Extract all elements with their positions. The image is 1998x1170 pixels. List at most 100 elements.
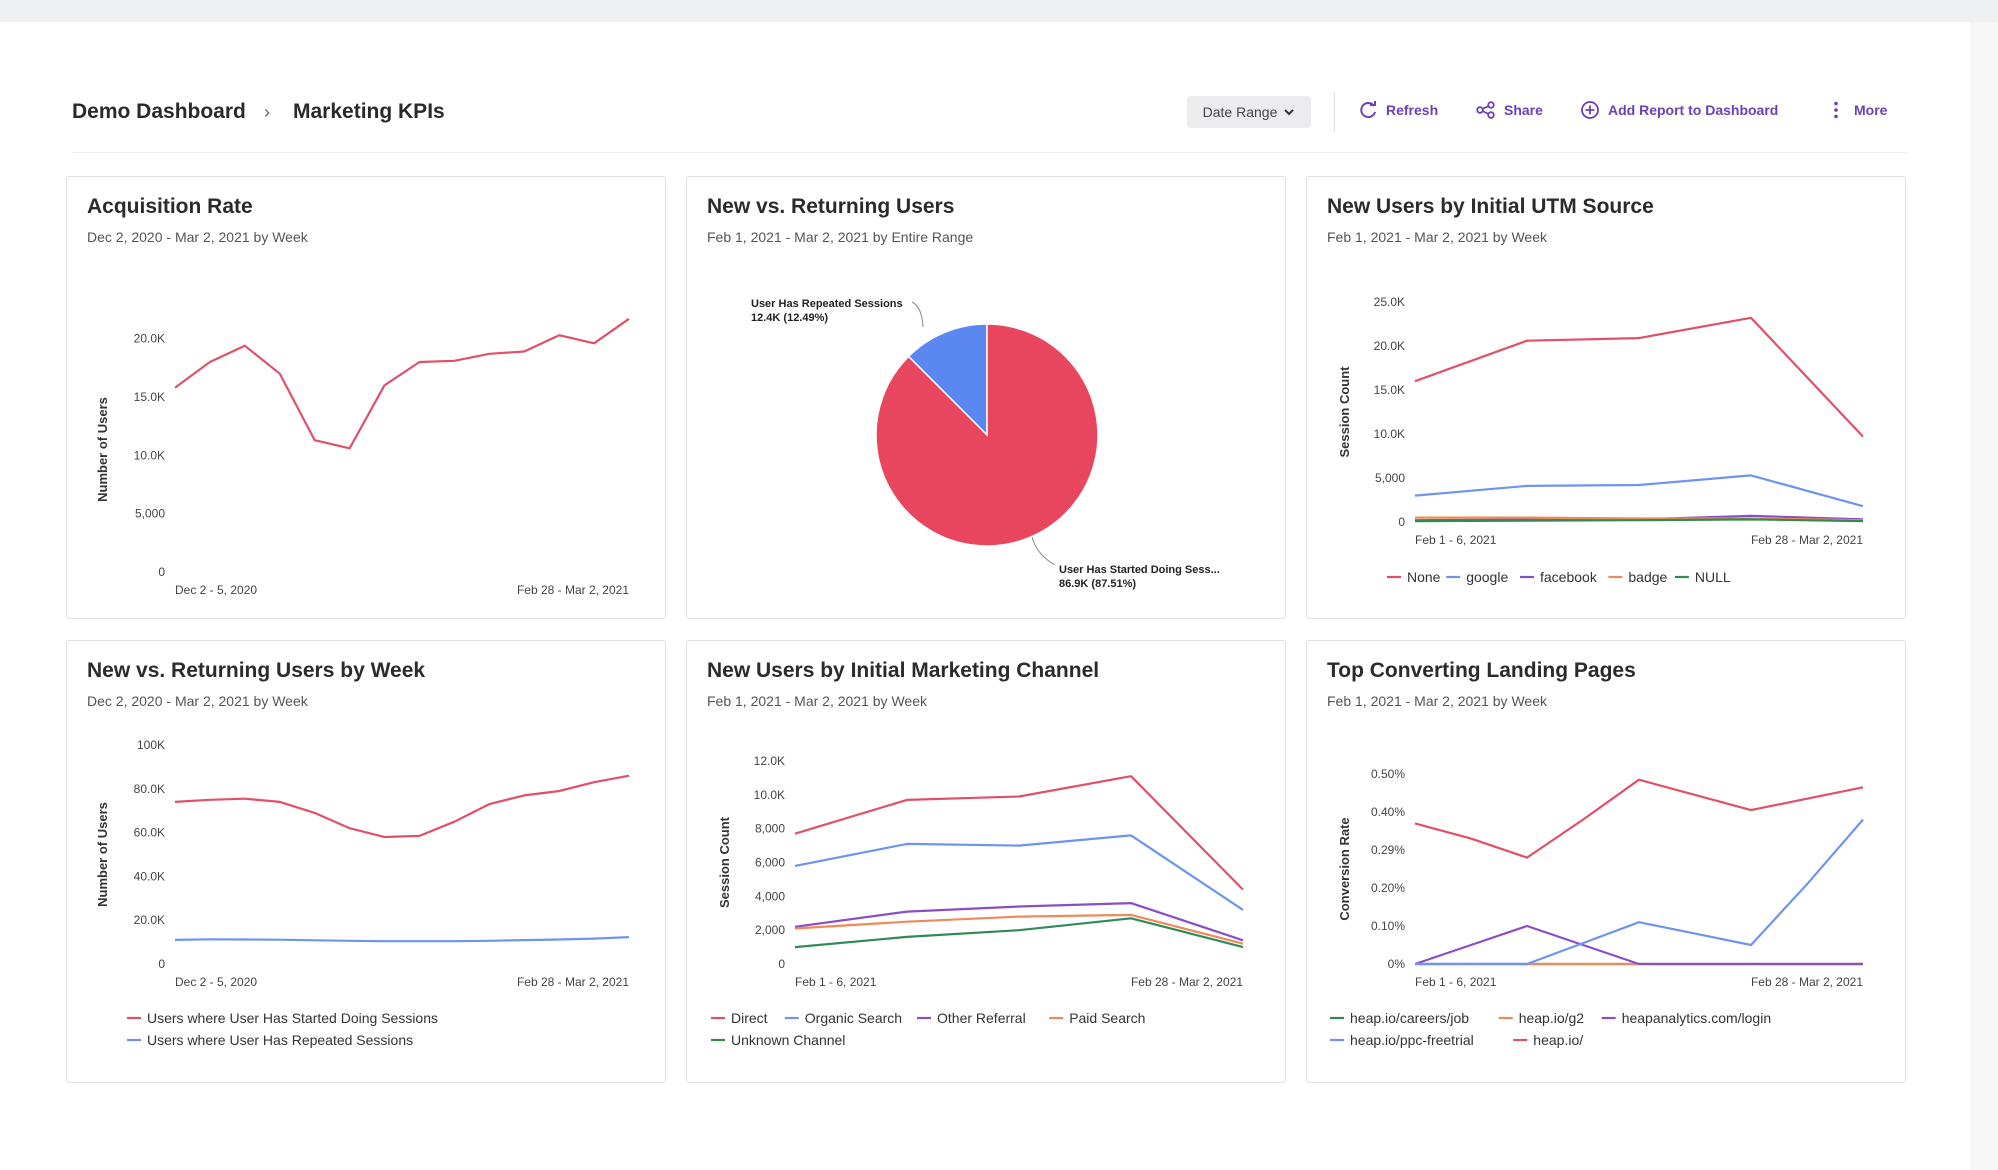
header-divider (72, 152, 1908, 153)
card-subtitle: Dec 2, 2020 - Mar 2, 2021 by Week (87, 229, 308, 245)
page-right-gutter (1970, 22, 1998, 1170)
legend-item-null[interactable]: NULL (1695, 569, 1731, 585)
series-line-heap-io-ppc-freetrial[interactable] (1415, 818, 1864, 966)
legend-item-google[interactable]: google (1466, 569, 1508, 585)
y-tick-label: 6,000 (755, 856, 785, 870)
legend-item-badge[interactable]: badge (1628, 569, 1667, 585)
y-tick-label: 10.0K (1374, 427, 1405, 441)
card-title: New vs. Returning Users (707, 195, 955, 218)
y-tick-label: 12.0K (754, 754, 785, 768)
y-axis-label: Number of Users (95, 802, 110, 907)
pie-value-repeated: 12.4K (12.49%) (751, 312, 828, 324)
acquisition-rate-chart: 0 5,000 10.0K 15.0K 20.0K Number of Users Dec … (95, 317, 630, 597)
y-tick-label: 10.0K (134, 448, 165, 462)
legend-item-paid-search[interactable]: Paid Search (1069, 1010, 1145, 1026)
series-line-null[interactable] (1414, 518, 1864, 523)
card-acquisition-rate[interactable]: Acquisition Rate Dec 2, 2020 - Mar 2, 20… (66, 176, 666, 619)
y-tick-label: 15.0K (1374, 383, 1405, 397)
landing-pages-chart: 0% 0.10% 0.20% 0.29% 0.40% 0.50% Conversion Ra… (1330, 767, 1864, 1048)
legend-item-heap-io[interactable]: heap.io/ (1533, 1032, 1583, 1048)
toolbar-divider (1334, 92, 1335, 132)
more-vertical-icon (1834, 101, 1838, 119)
legend-item-heap-io-careers-job[interactable]: heap.io/careers/job (1350, 1010, 1469, 1026)
card-title: New Users by Initial UTM Source (1327, 195, 1654, 218)
series-line-unknown-channel[interactable] (794, 917, 1244, 949)
legend-item-heap-io-ppc-freetrial[interactable]: heap.io/ppc-freetrial (1350, 1032, 1474, 1048)
y-axis-label: Session Count (1337, 366, 1352, 458)
y-tick-label: 5,000 (1375, 471, 1405, 485)
card-subtitle: Feb 1, 2021 - Mar 2, 2021 by Entire Rang… (707, 229, 974, 245)
y-tick-label: 20.0K (134, 913, 165, 927)
new-vs-returning-pie-chart: User Has Repeated Sessions 12.4K (12.49%… (751, 298, 1220, 590)
legend-item-heap-io-g2[interactable]: heap.io/g2 (1519, 1010, 1585, 1026)
y-axis-label: Number of Users (95, 397, 110, 502)
pie-leader-line (1031, 536, 1056, 566)
series-line-paid-search[interactable] (794, 913, 1244, 945)
date-range-dropdown[interactable]: Date Range (1187, 96, 1311, 128)
share-label: Share (1504, 102, 1543, 118)
legend-item-users-where-user-has-repeated-sessions[interactable]: Users where User Has Repeated Sessions (147, 1032, 413, 1048)
legend-item-facebook[interactable]: facebook (1540, 569, 1598, 585)
more-label: More (1854, 102, 1888, 118)
series-line-heap-io[interactable] (1414, 778, 1864, 859)
legend-item-heapanalytics-com-login[interactable]: heapanalytics.com/login (1622, 1010, 1771, 1026)
series-line-none[interactable] (1414, 316, 1864, 438)
legend-item-users-where-user-has-started-doing-sessions[interactable]: Users where User Has Started Doing Sessi… (147, 1010, 438, 1026)
y-tick-label: 0 (158, 957, 165, 971)
page-title: Marketing KPIs (293, 100, 445, 123)
x-tick-label: Feb 28 - Mar 2, 2021 (1751, 975, 1863, 989)
series-line-users-where-user-has-started-doing-sessions[interactable] (174, 774, 630, 839)
browser-top-strip (0, 0, 1998, 22)
card-subtitle: Feb 1, 2021 - Mar 2, 2021 by Week (1327, 229, 1547, 245)
y-tick-label: 8,000 (755, 822, 785, 836)
series-line-google[interactable] (1414, 474, 1864, 508)
legend-item-none[interactable]: None (1407, 569, 1441, 585)
y-tick-label: 0 (778, 957, 785, 971)
card-new-users-by-marketing-channel[interactable]: New Users by Initial Marketing Channel F… (686, 640, 1286, 1083)
series-line-other-referral[interactable] (794, 902, 1244, 942)
y-tick-label: 20.0K (134, 332, 165, 346)
refresh-button[interactable]: Refresh (1358, 100, 1438, 120)
card-new-users-by-utm-source[interactable]: New Users by Initial UTM Source Feb 1, 2… (1306, 176, 1906, 619)
series-line-direct[interactable] (794, 775, 1244, 891)
pie-slice-user-has-started-doing-sess[interactable] (875, 323, 1099, 547)
series-line-users-where-user-has-repeated-sessions[interactable] (174, 936, 630, 943)
legend-item-other-referral[interactable]: Other Referral (937, 1010, 1026, 1026)
series-line-main[interactable] (174, 317, 630, 450)
pie-label-started: User Has Started Doing Sess... (1059, 564, 1220, 576)
share-button[interactable]: Share (1476, 100, 1543, 120)
series-line-organic-search[interactable] (794, 834, 1244, 911)
add-report-button[interactable]: Add Report to Dashboard (1580, 100, 1778, 120)
card-title: Top Converting Landing Pages (1327, 659, 1636, 682)
x-tick-label: Feb 28 - Mar 2, 2021 (1131, 975, 1243, 989)
card-new-vs-returning-by-week[interactable]: New vs. Returning Users by Week Dec 2, 2… (66, 640, 666, 1083)
more-button[interactable]: More (1826, 100, 1887, 120)
y-axis-label: Session Count (717, 816, 732, 908)
date-range-label: Date Range (1202, 104, 1278, 120)
legend-item-organic-search[interactable]: Organic Search (805, 1010, 902, 1026)
utm-source-chart: 0 5,000 10.0K 15.0K 20.0K 25.0K Session Count F… (1337, 295, 1864, 585)
share-icon (1476, 101, 1495, 119)
x-tick-label: Feb 1 - 6, 2021 (1415, 975, 1497, 989)
legend-item-direct[interactable]: Direct (731, 1010, 768, 1026)
breadcrumb-root-link[interactable]: Demo Dashboard (72, 100, 246, 123)
y-tick-label: 10.0K (754, 788, 785, 802)
y-tick-label: 100K (137, 738, 165, 752)
x-tick-label: Feb 1 - 6, 2021 (795, 975, 877, 989)
x-tick-label: Dec 2 - 5, 2020 (175, 583, 257, 597)
y-tick-label: 0.40% (1371, 805, 1405, 819)
y-tick-label: 0% (1388, 957, 1406, 971)
add-report-label: Add Report to Dashboard (1608, 102, 1779, 118)
card-subtitle: Feb 1, 2021 - Mar 2, 2021 by Week (707, 693, 927, 709)
add-circle-icon (1581, 101, 1599, 119)
pie-slice-user-has-repeated-sessions[interactable] (907, 323, 988, 437)
y-tick-label: 0.10% (1371, 919, 1405, 933)
card-top-converting-landing-pages[interactable]: Top Converting Landing Pages Feb 1, 2021… (1306, 640, 1906, 1083)
y-tick-label: 20.0K (1374, 339, 1405, 353)
refresh-label: Refresh (1386, 102, 1439, 118)
card-new-vs-returning-users[interactable]: New vs. Returning Users Feb 1, 2021 - Ma… (686, 176, 1286, 619)
pie-leader-line (911, 301, 924, 328)
series-line-heapanalytics-com-login[interactable] (1414, 924, 1863, 966)
legend-item-unknown-channel[interactable]: Unknown Channel (731, 1032, 845, 1048)
marketing-channel-chart: 0 2,000 4,000 6,000 8,000 10.0K 12.0K Session C… (711, 754, 1244, 1048)
